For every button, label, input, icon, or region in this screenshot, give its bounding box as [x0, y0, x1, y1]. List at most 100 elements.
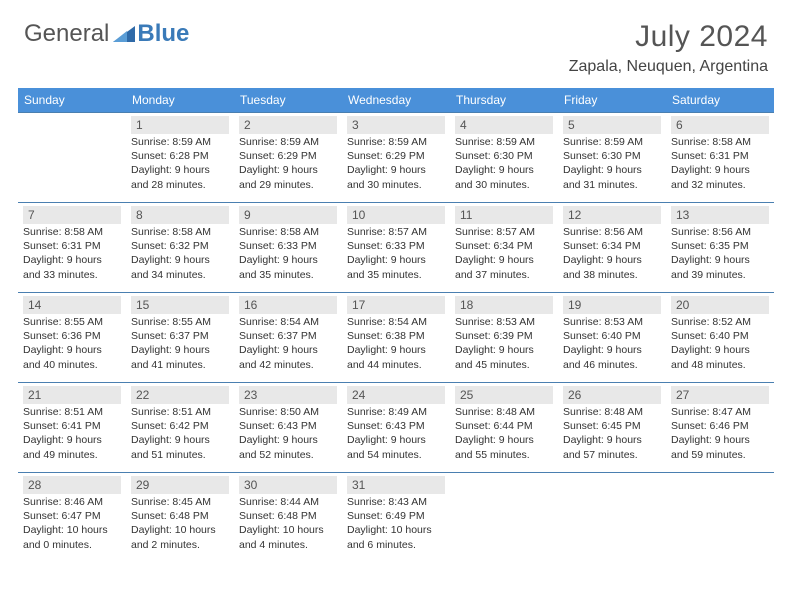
day-cell: 17Sunrise: 8:54 AMSunset: 6:38 PMDayligh…: [342, 293, 450, 383]
day-number: 15: [131, 296, 229, 314]
day-cell: 19Sunrise: 8:53 AMSunset: 6:40 PMDayligh…: [558, 293, 666, 383]
weekday-header: Monday: [126, 88, 234, 113]
day-cell: 6Sunrise: 8:58 AMSunset: 6:31 PMDaylight…: [666, 113, 774, 203]
brand-triangle-icon: [113, 22, 135, 47]
weekday-header: Tuesday: [234, 88, 342, 113]
day-cell: 1Sunrise: 8:59 AMSunset: 6:28 PMDaylight…: [126, 113, 234, 203]
day-info: Sunrise: 8:44 AMSunset: 6:48 PMDaylight:…: [239, 495, 337, 552]
day-number: 6: [671, 116, 769, 134]
day-number: 10: [347, 206, 445, 224]
day-number: 19: [563, 296, 661, 314]
week-row: 1Sunrise: 8:59 AMSunset: 6:28 PMDaylight…: [18, 113, 774, 203]
day-cell: 12Sunrise: 8:56 AMSunset: 6:34 PMDayligh…: [558, 203, 666, 293]
day-cell: [18, 113, 126, 203]
day-number: 12: [563, 206, 661, 224]
day-cell: 29Sunrise: 8:45 AMSunset: 6:48 PMDayligh…: [126, 473, 234, 563]
weekday-header: Saturday: [666, 88, 774, 113]
day-cell: 13Sunrise: 8:56 AMSunset: 6:35 PMDayligh…: [666, 203, 774, 293]
brand-text-general: General: [24, 20, 109, 48]
day-cell: 18Sunrise: 8:53 AMSunset: 6:39 PMDayligh…: [450, 293, 558, 383]
day-info: Sunrise: 8:56 AMSunset: 6:34 PMDaylight:…: [563, 225, 661, 282]
weekday-header-row: Sunday Monday Tuesday Wednesday Thursday…: [18, 88, 774, 113]
day-info: Sunrise: 8:47 AMSunset: 6:46 PMDaylight:…: [671, 405, 769, 462]
title-block: July 2024 Zapala, Neuquen, Argentina: [569, 20, 768, 76]
day-number: 26: [563, 386, 661, 404]
day-info: Sunrise: 8:59 AMSunset: 6:28 PMDaylight:…: [131, 135, 229, 192]
weekday-header: Thursday: [450, 88, 558, 113]
day-number: 16: [239, 296, 337, 314]
day-number: 4: [455, 116, 553, 134]
day-cell: 11Sunrise: 8:57 AMSunset: 6:34 PMDayligh…: [450, 203, 558, 293]
day-info: Sunrise: 8:53 AMSunset: 6:39 PMDaylight:…: [455, 315, 553, 372]
day-cell: 23Sunrise: 8:50 AMSunset: 6:43 PMDayligh…: [234, 383, 342, 473]
week-row: 21Sunrise: 8:51 AMSunset: 6:41 PMDayligh…: [18, 383, 774, 473]
week-row: 28Sunrise: 8:46 AMSunset: 6:47 PMDayligh…: [18, 473, 774, 563]
day-number: 22: [131, 386, 229, 404]
day-number: 5: [563, 116, 661, 134]
day-info: Sunrise: 8:55 AMSunset: 6:36 PMDaylight:…: [23, 315, 121, 372]
day-info: Sunrise: 8:45 AMSunset: 6:48 PMDaylight:…: [131, 495, 229, 552]
day-info: Sunrise: 8:50 AMSunset: 6:43 PMDaylight:…: [239, 405, 337, 462]
day-cell: 24Sunrise: 8:49 AMSunset: 6:43 PMDayligh…: [342, 383, 450, 473]
day-info: Sunrise: 8:54 AMSunset: 6:38 PMDaylight:…: [347, 315, 445, 372]
day-info: Sunrise: 8:51 AMSunset: 6:42 PMDaylight:…: [131, 405, 229, 462]
day-number: 24: [347, 386, 445, 404]
day-number: 14: [23, 296, 121, 314]
day-cell: 10Sunrise: 8:57 AMSunset: 6:33 PMDayligh…: [342, 203, 450, 293]
day-info: Sunrise: 8:54 AMSunset: 6:37 PMDaylight:…: [239, 315, 337, 372]
day-info: Sunrise: 8:48 AMSunset: 6:44 PMDaylight:…: [455, 405, 553, 462]
day-info: Sunrise: 8:59 AMSunset: 6:30 PMDaylight:…: [455, 135, 553, 192]
day-info: Sunrise: 8:52 AMSunset: 6:40 PMDaylight:…: [671, 315, 769, 372]
weekday-header: Friday: [558, 88, 666, 113]
day-info: Sunrise: 8:49 AMSunset: 6:43 PMDaylight:…: [347, 405, 445, 462]
day-cell: 31Sunrise: 8:43 AMSunset: 6:49 PMDayligh…: [342, 473, 450, 563]
day-info: Sunrise: 8:56 AMSunset: 6:35 PMDaylight:…: [671, 225, 769, 282]
day-info: Sunrise: 8:59 AMSunset: 6:29 PMDaylight:…: [239, 135, 337, 192]
day-cell: 25Sunrise: 8:48 AMSunset: 6:44 PMDayligh…: [450, 383, 558, 473]
day-info: Sunrise: 8:51 AMSunset: 6:41 PMDaylight:…: [23, 405, 121, 462]
day-number: 27: [671, 386, 769, 404]
day-info: Sunrise: 8:58 AMSunset: 6:31 PMDaylight:…: [671, 135, 769, 192]
day-cell: 9Sunrise: 8:58 AMSunset: 6:33 PMDaylight…: [234, 203, 342, 293]
day-number: 29: [131, 476, 229, 494]
day-number: 1: [131, 116, 229, 134]
day-info: Sunrise: 8:59 AMSunset: 6:29 PMDaylight:…: [347, 135, 445, 192]
day-number: 2: [239, 116, 337, 134]
day-number: 11: [455, 206, 553, 224]
day-cell: 21Sunrise: 8:51 AMSunset: 6:41 PMDayligh…: [18, 383, 126, 473]
day-info: Sunrise: 8:53 AMSunset: 6:40 PMDaylight:…: [563, 315, 661, 372]
day-cell: 15Sunrise: 8:55 AMSunset: 6:37 PMDayligh…: [126, 293, 234, 383]
weekday-header: Wednesday: [342, 88, 450, 113]
day-info: Sunrise: 8:48 AMSunset: 6:45 PMDaylight:…: [563, 405, 661, 462]
day-cell: 28Sunrise: 8:46 AMSunset: 6:47 PMDayligh…: [18, 473, 126, 563]
day-cell: [558, 473, 666, 563]
location-text: Zapala, Neuquen, Argentina: [569, 58, 768, 76]
day-cell: 7Sunrise: 8:58 AMSunset: 6:31 PMDaylight…: [18, 203, 126, 293]
day-info: Sunrise: 8:59 AMSunset: 6:30 PMDaylight:…: [563, 135, 661, 192]
day-number: 3: [347, 116, 445, 134]
day-cell: [450, 473, 558, 563]
day-info: Sunrise: 8:43 AMSunset: 6:49 PMDaylight:…: [347, 495, 445, 552]
day-number: 21: [23, 386, 121, 404]
day-cell: 5Sunrise: 8:59 AMSunset: 6:30 PMDaylight…: [558, 113, 666, 203]
brand-logo: General Blue: [24, 20, 189, 48]
day-cell: 26Sunrise: 8:48 AMSunset: 6:45 PMDayligh…: [558, 383, 666, 473]
day-cell: 20Sunrise: 8:52 AMSunset: 6:40 PMDayligh…: [666, 293, 774, 383]
brand-text-blue: Blue: [137, 20, 189, 48]
day-cell: 4Sunrise: 8:59 AMSunset: 6:30 PMDaylight…: [450, 113, 558, 203]
month-title: July 2024: [569, 20, 768, 54]
day-info: Sunrise: 8:58 AMSunset: 6:33 PMDaylight:…: [239, 225, 337, 282]
day-cell: 2Sunrise: 8:59 AMSunset: 6:29 PMDaylight…: [234, 113, 342, 203]
weekday-header: Sunday: [18, 88, 126, 113]
day-cell: [666, 473, 774, 563]
day-number: 8: [131, 206, 229, 224]
day-number: 13: [671, 206, 769, 224]
day-cell: 30Sunrise: 8:44 AMSunset: 6:48 PMDayligh…: [234, 473, 342, 563]
week-row: 14Sunrise: 8:55 AMSunset: 6:36 PMDayligh…: [18, 293, 774, 383]
day-cell: 16Sunrise: 8:54 AMSunset: 6:37 PMDayligh…: [234, 293, 342, 383]
day-number: 25: [455, 386, 553, 404]
day-number: 23: [239, 386, 337, 404]
day-info: Sunrise: 8:57 AMSunset: 6:34 PMDaylight:…: [455, 225, 553, 282]
day-info: Sunrise: 8:58 AMSunset: 6:32 PMDaylight:…: [131, 225, 229, 282]
day-info: Sunrise: 8:57 AMSunset: 6:33 PMDaylight:…: [347, 225, 445, 282]
